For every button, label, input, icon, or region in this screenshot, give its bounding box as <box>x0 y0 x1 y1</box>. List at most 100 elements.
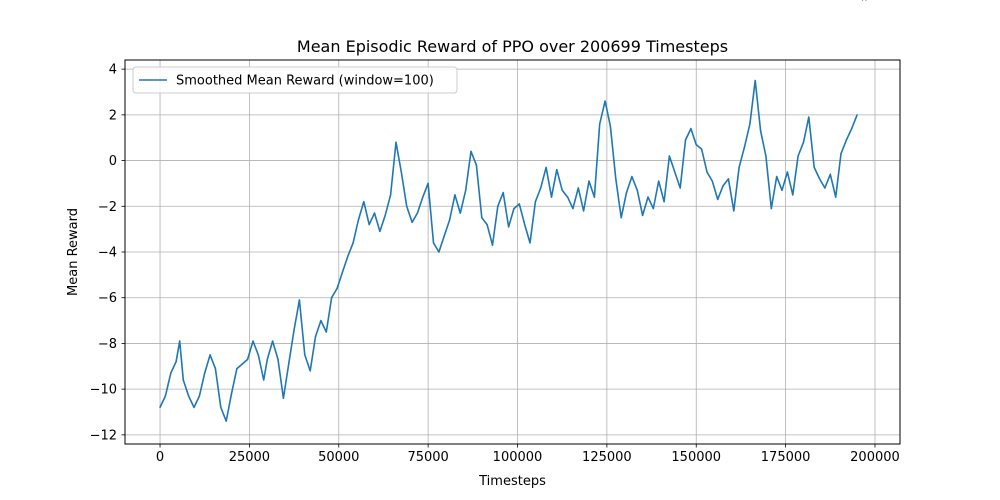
data-point <box>352 242 354 244</box>
data-point <box>770 207 772 210</box>
data-point <box>459 212 461 214</box>
data-point <box>518 203 520 205</box>
data-point <box>395 141 397 143</box>
data-point <box>865 0 867 1</box>
data-point <box>368 223 370 226</box>
data-point <box>690 127 692 130</box>
data-point <box>647 196 649 198</box>
x-tick-label: 50000 <box>318 450 359 465</box>
x-tick-label: 75000 <box>407 450 448 465</box>
data-point <box>379 230 381 233</box>
data-point <box>722 185 724 187</box>
data-point <box>271 340 274 342</box>
y-tick-label: −2 <box>98 200 117 215</box>
data-point <box>824 187 826 189</box>
series-layer <box>159 0 867 422</box>
data-point <box>507 226 510 228</box>
data-point <box>443 235 445 237</box>
data-point <box>851 127 853 130</box>
data-point <box>481 217 483 219</box>
data-point <box>502 191 504 194</box>
data-point <box>545 166 547 169</box>
data-point <box>668 155 671 157</box>
data-point <box>159 406 161 409</box>
data-point <box>781 189 783 191</box>
data-point <box>373 212 376 214</box>
x-axis-label: Timesteps <box>478 474 546 489</box>
data-point <box>604 100 606 102</box>
data-point <box>170 372 172 374</box>
data-point <box>246 358 249 361</box>
data-point <box>840 153 842 155</box>
data-point <box>497 205 499 207</box>
data-point <box>236 367 238 370</box>
data-point <box>658 180 660 182</box>
data-point <box>187 395 190 397</box>
data-point <box>470 150 472 153</box>
data-point <box>454 194 456 196</box>
data-point <box>550 196 553 198</box>
data-point <box>448 219 451 221</box>
data-point <box>572 207 574 210</box>
data-point <box>422 196 424 198</box>
data-point <box>389 194 392 196</box>
data-point <box>561 189 563 191</box>
data-point <box>282 397 285 399</box>
data-point <box>336 287 338 290</box>
data-point <box>266 358 268 361</box>
data-point <box>620 217 622 219</box>
axis-ticks: 0 25000 50000 75000 100000 125000 150000 175000… <box>90 63 900 465</box>
y-tick-label: −6 <box>98 291 117 306</box>
x-tick-label: 175000 <box>761 450 811 465</box>
data-point <box>582 210 585 212</box>
y-tick-label: 2 <box>109 108 117 123</box>
data-point <box>738 166 740 169</box>
data-point <box>759 130 762 132</box>
y-axis-label: Mean Reward <box>66 208 81 296</box>
data-point <box>743 146 746 148</box>
data-point <box>679 187 681 189</box>
data-point <box>652 207 654 210</box>
data-point <box>593 196 596 198</box>
data-point <box>304 354 306 356</box>
data-point <box>427 182 429 185</box>
y-tick-label: −12 <box>90 428 117 443</box>
x-tick-label: 100000 <box>493 450 543 465</box>
data-point <box>792 194 794 196</box>
data-point <box>797 155 799 157</box>
data-point <box>813 166 815 169</box>
x-tick-label: 25000 <box>229 450 270 465</box>
data-point <box>406 205 408 207</box>
data-point <box>320 319 322 322</box>
data-point <box>663 201 665 203</box>
data-point <box>347 255 349 258</box>
grid <box>125 60 900 444</box>
data-point <box>341 271 343 274</box>
legend-box <box>132 66 458 94</box>
x-tick-label: 0 <box>156 450 164 465</box>
data-point <box>674 171 676 173</box>
data-point <box>835 196 837 198</box>
data-point <box>711 180 713 182</box>
data-point <box>277 358 279 361</box>
data-point <box>230 393 233 395</box>
data-point <box>818 178 821 180</box>
data-point <box>706 171 708 173</box>
data-point <box>263 379 265 381</box>
y-tick-label: −8 <box>98 337 117 352</box>
data-point <box>577 187 579 189</box>
data-point <box>357 219 360 221</box>
data-point <box>293 329 295 331</box>
data-point <box>182 379 184 381</box>
y-tick-label: 4 <box>109 63 117 78</box>
y-tick-label: −4 <box>98 246 117 261</box>
data-point <box>486 223 488 226</box>
data-point <box>609 125 612 128</box>
data-point <box>829 173 831 175</box>
data-point <box>384 214 386 217</box>
data-point <box>416 212 419 214</box>
data-point <box>540 187 542 189</box>
data-point <box>524 223 526 226</box>
legend-label: Smoothed Mean Reward (window=100) <box>176 74 434 89</box>
data-point <box>314 335 317 338</box>
